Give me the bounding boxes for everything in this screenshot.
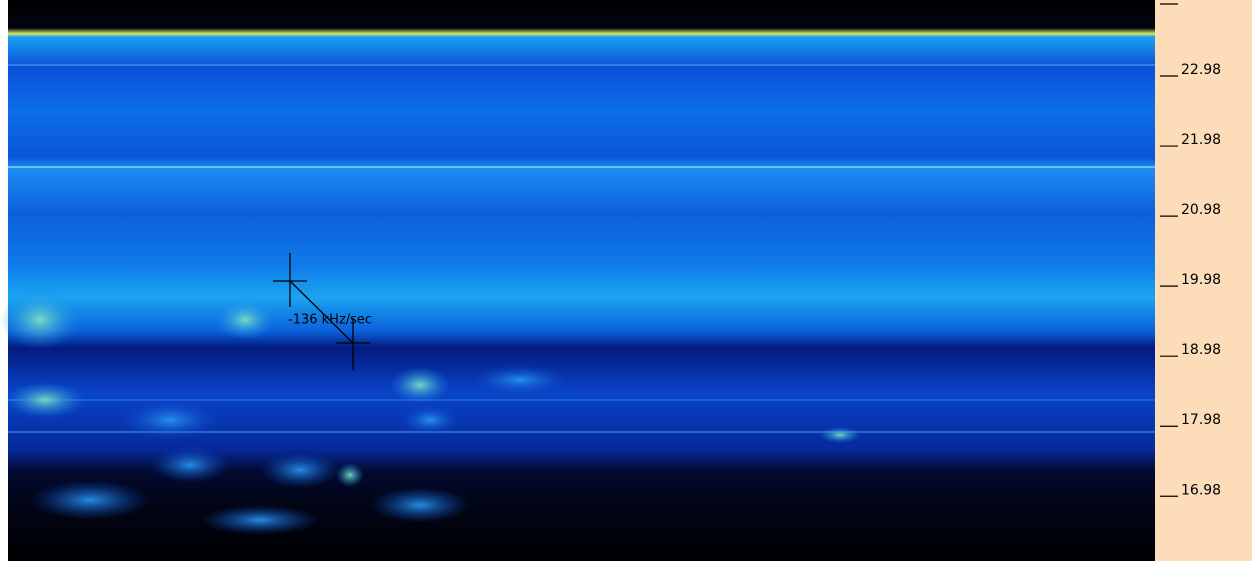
y-tick-label: 19.98	[1181, 272, 1221, 288]
y-tick-label: 20.98	[1181, 202, 1221, 218]
y-tick-label: 22.98	[1181, 62, 1221, 78]
y-tick-label: 17.98	[1181, 412, 1221, 428]
axis-panel	[1155, 0, 1252, 561]
measurement-marker	[273, 253, 370, 370]
y-tick-label: 18.98	[1181, 342, 1221, 358]
y-tick-label: 21.98	[1181, 132, 1221, 148]
y-tick-label: 16.98	[1181, 482, 1221, 498]
spectrogram-texture	[0, 64, 1155, 535]
slope-annotation: -136 kHz/sec	[288, 313, 372, 328]
